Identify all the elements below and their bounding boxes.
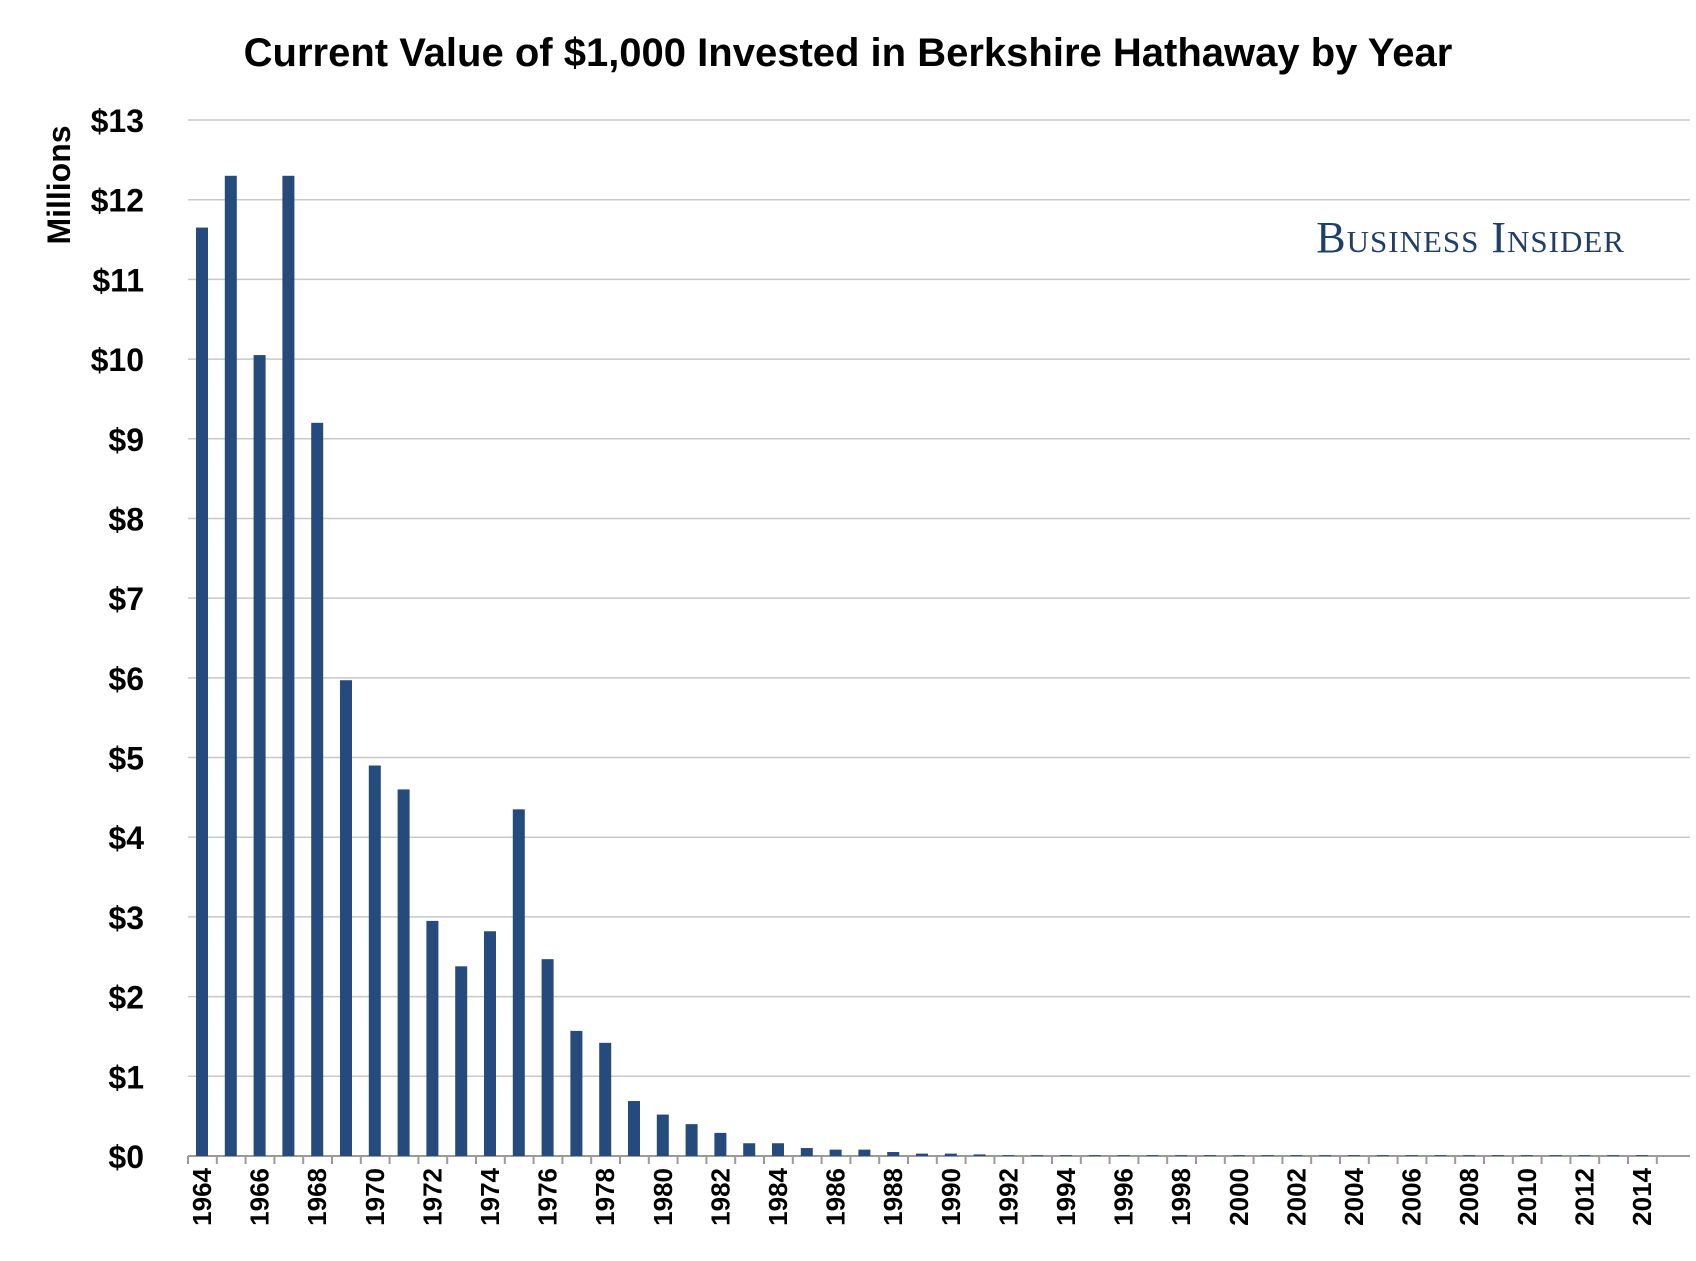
x-tick-label: 1986	[821, 1168, 851, 1226]
bar-1977	[570, 1030, 583, 1156]
bar-1990	[944, 1153, 957, 1156]
y-axis-ticks: $0 $1 $2 $3 $4 $5 $6 $7 $8 $9 $10 $11 $12 $13	[91, 103, 145, 1175]
bar-1971	[397, 789, 410, 1156]
bar-2005	[1376, 1155, 1389, 1157]
bar-1985	[800, 1148, 813, 1156]
bar-1984	[772, 1143, 784, 1156]
x-tick-label: 1984	[763, 1167, 793, 1225]
y-tick-label: $9	[108, 422, 144, 458]
bar-1986	[829, 1149, 842, 1156]
x-tick-label: 1972	[417, 1168, 447, 1226]
y-tick-label: $8	[108, 501, 144, 537]
x-tick-label: 1964	[187, 1167, 217, 1225]
x-tick-label: 2010	[1512, 1168, 1542, 1226]
bar-1965	[224, 175, 237, 1157]
chart-title: Current Value of $1,000 Invested in Berk…	[244, 31, 1453, 75]
bar-2011	[1549, 1155, 1562, 1157]
x-tick-label: 1994	[1051, 1167, 1081, 1225]
x-tick-label: 1988	[878, 1168, 908, 1226]
y-tick-label: $12	[91, 183, 144, 219]
bar-1988	[887, 1152, 900, 1156]
bar-1987	[858, 1149, 871, 1156]
y-tick-label: $6	[108, 661, 144, 697]
x-tick-label: 1998	[1166, 1168, 1196, 1226]
bar-1982	[714, 1132, 727, 1156]
y-tick-label: $7	[108, 581, 144, 617]
bar-1973	[455, 966, 468, 1156]
x-tick-label: 2002	[1281, 1168, 1311, 1226]
bar-1966	[253, 355, 266, 1157]
bar-1969	[340, 680, 352, 1156]
x-tick-label: 2008	[1454, 1168, 1484, 1226]
x-tick-label: 1966	[245, 1168, 275, 1226]
bar-1994	[1060, 1155, 1072, 1157]
bar-2008	[1463, 1155, 1476, 1157]
bar-2014	[1636, 1155, 1648, 1157]
x-tick-label: 1978	[590, 1168, 620, 1226]
bar-2003	[1319, 1155, 1332, 1157]
bar-1989	[916, 1153, 928, 1156]
bar-2002	[1290, 1155, 1303, 1157]
x-axis-ticks: 1964 1966 1968 1970 1972 1974 1976 1978 1980 1982…	[187, 1156, 1658, 1226]
x-tick-label: 1982	[705, 1168, 735, 1226]
bar-1970	[368, 765, 381, 1156]
bar-1964	[196, 227, 208, 1157]
bar-1975	[512, 809, 525, 1156]
bar-1972	[426, 920, 439, 1156]
bar-2012	[1578, 1155, 1591, 1157]
x-tick-label: 1996	[1109, 1168, 1139, 1226]
bar-1998	[1175, 1155, 1188, 1157]
x-tick-label: 2000	[1224, 1168, 1254, 1226]
bar-1974	[484, 931, 496, 1156]
y-tick-label: $4	[108, 820, 144, 856]
x-tick-label: 1976	[533, 1168, 563, 1226]
bar-1979	[628, 1101, 640, 1156]
bar-1999	[1204, 1155, 1216, 1157]
bar-2009	[1492, 1155, 1504, 1157]
bar-1967	[282, 175, 295, 1157]
bar-1992	[1002, 1155, 1015, 1157]
bar-2000	[1232, 1155, 1245, 1157]
bar-1981	[685, 1124, 698, 1156]
bar-1978	[599, 1042, 612, 1156]
bar-2010	[1520, 1155, 1533, 1157]
bar-1995	[1088, 1155, 1101, 1157]
bar-2013	[1607, 1155, 1620, 1157]
x-tick-label: 2004	[1339, 1167, 1369, 1225]
bar-1968	[311, 422, 324, 1156]
x-tick-label: 1974	[475, 1167, 505, 1225]
brand-watermark: Business Insider	[1316, 213, 1625, 262]
x-tick-label: 1992	[993, 1168, 1023, 1226]
y-tick-label: $2	[108, 980, 144, 1016]
gridlines	[188, 119, 1690, 1157]
x-tick-label: 1990	[936, 1168, 966, 1226]
bar-2004	[1348, 1155, 1360, 1157]
bar-1983	[743, 1143, 756, 1156]
bar-2001	[1261, 1155, 1274, 1157]
bar-2007	[1434, 1155, 1447, 1157]
x-tick-label: 2014	[1627, 1167, 1657, 1225]
bar-2006	[1405, 1155, 1418, 1157]
y-tick-label: $3	[108, 900, 144, 936]
x-tick-label: 1968	[302, 1168, 332, 1226]
bar-1976	[541, 959, 554, 1156]
bar-1997	[1146, 1155, 1159, 1157]
y-tick-label: $1	[108, 1059, 144, 1095]
y-tick-label: $11	[92, 262, 144, 298]
x-tick-label: 1970	[360, 1168, 390, 1226]
bar-1980	[656, 1114, 669, 1156]
bar-1991	[973, 1154, 986, 1156]
x-tick-label: 2006	[1397, 1168, 1427, 1226]
x-tick-label: 2012	[1569, 1168, 1599, 1226]
bar-1996	[1117, 1155, 1130, 1157]
bars	[196, 175, 1648, 1157]
x-tick-label: 1980	[648, 1168, 678, 1226]
y-tick-label: $0	[108, 1139, 144, 1175]
y-tick-label: $10	[91, 342, 144, 378]
bar-1993	[1031, 1155, 1044, 1157]
y-tick-label: $5	[108, 741, 144, 777]
y-axis-label: Millions	[41, 125, 77, 244]
y-tick-label: $13	[91, 103, 144, 139]
